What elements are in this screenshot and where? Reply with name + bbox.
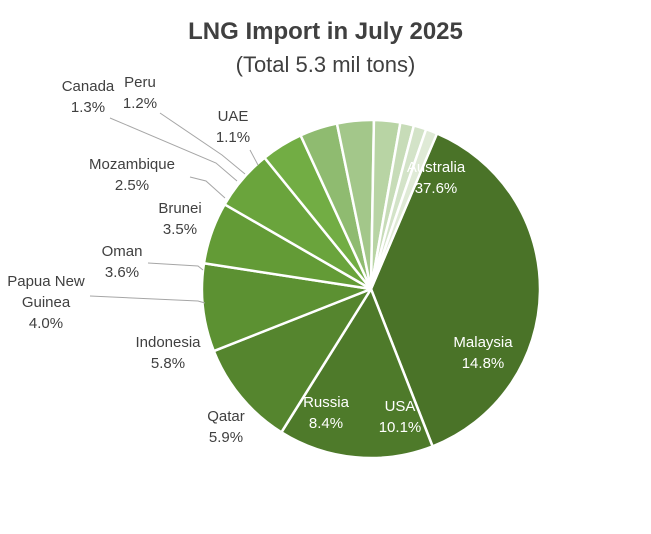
data-label-peru: Peru 1.2% [123, 74, 157, 112]
data-label-malaysia: Malaysia 14.8% [453, 334, 513, 372]
data-label-papua-new-guinea: Papua New Guinea 4.0% [7, 273, 85, 332]
pie-slice-australia [369, 132, 542, 448]
data-label-uae: UAE 1.1% [216, 108, 250, 146]
data-label-oman: Oman 3.6% [102, 243, 143, 281]
leader-line-papua-new-guinea [89, 295, 206, 304]
data-label-canada: Canada 1.3% [62, 78, 115, 116]
data-label-mozambique: Mozambique 2.5% [89, 156, 175, 194]
data-label-qatar: Qatar 5.9% [207, 408, 245, 446]
data-label-indonesia: Indonesia 5.8% [135, 334, 201, 372]
chart-title: LNG Import in July 2025 [188, 18, 463, 45]
pie-slice-usa [212, 287, 373, 434]
leader-line-oman [147, 262, 204, 271]
data-label-usa: USA 10.1% [379, 398, 422, 436]
leader-line-canada [109, 117, 238, 182]
leader-line-peru [159, 112, 246, 175]
pie-slice-russia [200, 262, 373, 353]
data-label-russia: Russia 8.4% [303, 394, 350, 432]
leader-line-mozambique [189, 176, 226, 199]
pie-slice-uae [369, 127, 439, 291]
data-label-australia: Australia 37.6% [407, 159, 466, 197]
leader-line-uae [249, 149, 259, 166]
chart-subtitle: (Total 5.3 mil tons) [235, 52, 416, 77]
pie-slice-malaysia [280, 287, 434, 460]
data-label-brunei: Brunei 3.5% [158, 200, 201, 238]
